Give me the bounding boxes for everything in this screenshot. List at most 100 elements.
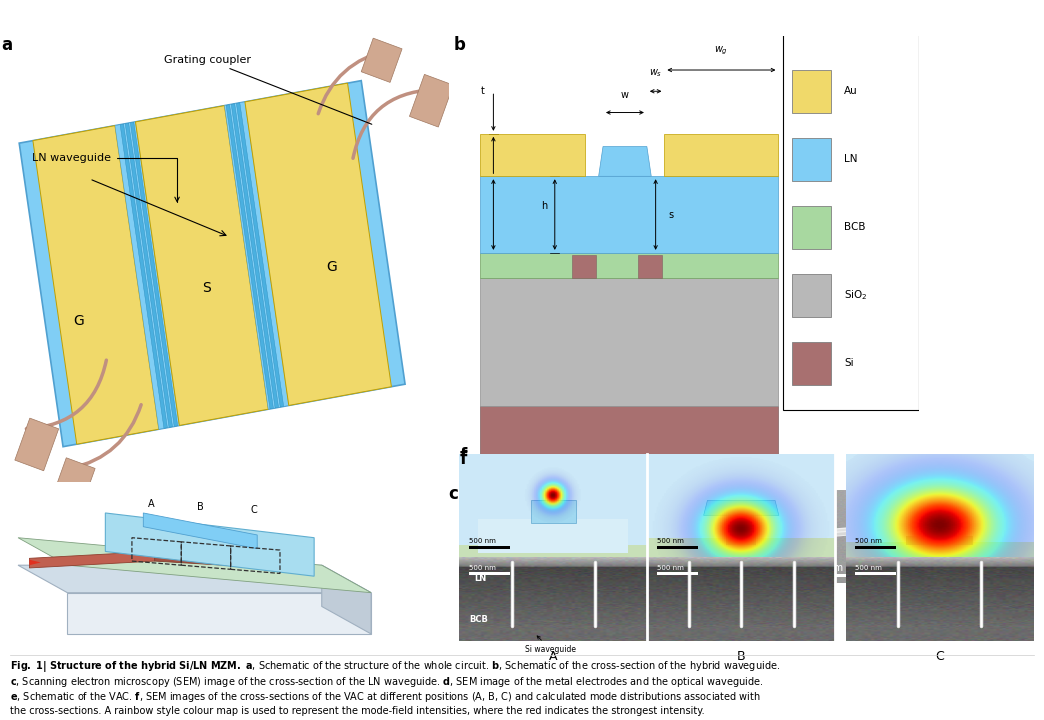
Bar	[361, 38, 402, 82]
Text: B: B	[197, 503, 204, 512]
Bar	[657, 546, 698, 549]
Text: LN: LN	[474, 574, 487, 583]
Bar	[469, 546, 511, 549]
Text: 500 nm: 500 nm	[657, 539, 684, 544]
Bar	[791, 274, 831, 317]
Text: a: a	[2, 36, 13, 54]
Polygon shape	[33, 125, 159, 444]
Polygon shape	[29, 559, 41, 565]
Polygon shape	[143, 513, 257, 549]
Polygon shape	[125, 123, 172, 427]
Bar	[657, 572, 698, 575]
Text: SiO$_2$: SiO$_2$	[845, 289, 868, 302]
Text: LN waveguide: LN waveguide	[32, 153, 180, 202]
Text: BCB: BCB	[845, 222, 865, 233]
Bar	[791, 206, 831, 248]
Text: A: A	[549, 649, 557, 662]
Polygon shape	[232, 104, 279, 408]
Bar	[469, 572, 511, 575]
Polygon shape	[539, 528, 599, 541]
Text: S: S	[201, 281, 211, 295]
Bar	[459, 548, 679, 583]
Bar	[647, 538, 835, 553]
Bar	[638, 256, 662, 279]
Bar	[459, 545, 647, 557]
Bar	[480, 253, 779, 279]
Bar	[730, 516, 753, 534]
Bar	[846, 541, 1034, 553]
Polygon shape	[18, 565, 371, 593]
Text: f: f	[459, 450, 467, 468]
Text: G: G	[326, 260, 337, 274]
Text: $w_g$: $w_g$	[714, 45, 729, 58]
Bar	[409, 74, 453, 127]
Bar	[647, 545, 835, 557]
Text: Si waveguide: Si waveguide	[525, 636, 576, 654]
Bar	[846, 545, 1034, 557]
Bar	[791, 138, 831, 181]
Polygon shape	[155, 552, 268, 568]
Bar	[818, 575, 887, 577]
Bar	[459, 454, 647, 557]
Text: 500 nm: 500 nm	[855, 539, 882, 544]
Polygon shape	[18, 538, 371, 593]
Bar	[846, 454, 1034, 557]
Text: $w_s$: $w_s$	[649, 67, 662, 78]
Polygon shape	[704, 500, 779, 516]
Text: $\bf{e}$, Schematic of the VAC. $\bf{f}$, SEM images of the cross-sections of th: $\bf{e}$, Schematic of the VAC. $\bf{f}$…	[10, 690, 761, 704]
Text: $\bf{c}$, Scanning electron microscopy (SEM) image of the cross-section of the L: $\bf{c}$, Scanning electron microscopy (…	[10, 675, 764, 688]
Text: d: d	[690, 485, 702, 503]
Polygon shape	[322, 565, 371, 634]
Text: C: C	[935, 649, 944, 662]
Text: b: b	[454, 36, 466, 54]
Polygon shape	[120, 124, 167, 428]
Bar	[475, 575, 537, 577]
Polygon shape	[68, 593, 371, 634]
Bar	[530, 500, 576, 523]
Bar	[54, 458, 95, 502]
Bar	[791, 342, 831, 384]
Text: s: s	[669, 210, 674, 220]
Polygon shape	[224, 102, 289, 409]
Text: Si: Si	[845, 359, 854, 369]
Text: 500 nm: 500 nm	[475, 565, 509, 574]
Text: f: f	[459, 447, 467, 465]
Text: h: h	[541, 201, 547, 211]
Bar	[664, 134, 779, 176]
Bar	[480, 176, 779, 253]
Bar	[855, 572, 897, 575]
Bar	[480, 279, 779, 406]
Text: C: C	[250, 505, 257, 515]
Bar	[478, 519, 628, 553]
Text: G: G	[73, 314, 84, 328]
Bar	[572, 256, 596, 279]
Bar	[647, 454, 835, 557]
Text: 500 nm: 500 nm	[855, 564, 882, 571]
Text: w: w	[621, 90, 628, 100]
Bar	[15, 418, 58, 471]
Text: LN: LN	[845, 154, 858, 164]
Bar	[727, 534, 756, 545]
Polygon shape	[130, 122, 177, 426]
Text: Au: Au	[845, 86, 858, 96]
Text: 500 nm: 500 nm	[469, 564, 496, 571]
Bar	[791, 70, 831, 112]
Text: A: A	[147, 500, 155, 510]
Text: c: c	[449, 485, 458, 503]
Text: 500 nm: 500 nm	[657, 564, 684, 571]
Polygon shape	[236, 103, 284, 407]
Text: 500 nm: 500 nm	[469, 539, 496, 544]
Polygon shape	[19, 81, 405, 446]
Polygon shape	[105, 513, 314, 576]
Polygon shape	[245, 83, 392, 405]
Polygon shape	[227, 104, 274, 409]
Polygon shape	[598, 147, 651, 176]
Text: $\bf{Fig.\ 1|}$ $\bf{Structure\ of\ the\ hybrid\ Si/LN\ MZM.}$ $\bf{a}$, Schemat: $\bf{Fig.\ 1|}$ $\bf{Structure\ of\ the\…	[10, 659, 781, 674]
Text: the cross-sections. A rainbow style colour map is used to represent the mode-fie: the cross-sections. A rainbow style colo…	[10, 706, 705, 716]
Polygon shape	[115, 122, 180, 429]
Text: 2 μm: 2 μm	[818, 563, 844, 573]
Bar	[783, 14, 919, 410]
Bar	[459, 541, 679, 548]
Text: B: B	[737, 649, 745, 662]
Polygon shape	[29, 552, 155, 568]
